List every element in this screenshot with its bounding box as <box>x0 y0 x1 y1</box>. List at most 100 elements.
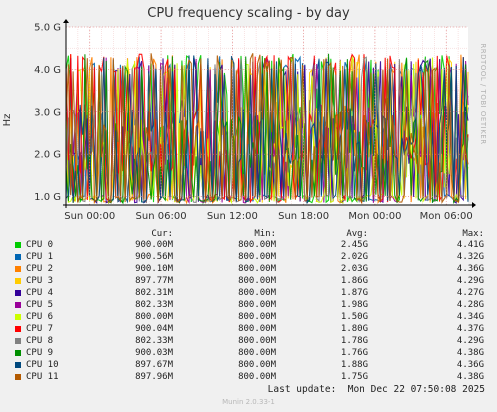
legend-swatch <box>15 254 21 260</box>
legend-max: 4.41G <box>456 240 484 250</box>
legend-avg: 1.98G <box>340 300 368 310</box>
legend-max: 4.37G <box>456 324 484 334</box>
y-tick-label: 3.0 G <box>34 107 61 118</box>
y-tick-label: 4.0 G <box>34 65 61 76</box>
legend-row-cpu-11: CPU 11 897.96M 800.00M 1.75G 4.38G <box>0 372 497 383</box>
legend-name: CPU 8 <box>26 336 54 346</box>
legend-min: 800.00M <box>238 300 276 310</box>
legend-header-cur: Cur: <box>151 229 173 239</box>
x-axis-arrow <box>472 202 476 208</box>
legend-min: 800.00M <box>238 252 276 262</box>
last-update: Last update: Mon Dec 22 07:50:08 2025 <box>267 384 485 395</box>
legend-row-cpu-8: CPU 8 802.33M 800.00M 1.78G 4.29G <box>0 336 497 347</box>
legend-swatch <box>15 338 21 344</box>
legend-max: 4.29G <box>456 336 484 346</box>
legend-cur: 897.67M <box>135 360 173 370</box>
legend-max: 4.32G <box>456 252 484 262</box>
legend-max: 4.27G <box>456 288 484 298</box>
legend-cur: 802.33M <box>135 336 173 346</box>
legend-row-cpu-4: CPU 4 802.31M 800.00M 1.87G 4.27G <box>0 288 497 299</box>
legend-avg: 1.78G <box>340 336 368 346</box>
legend-cur: 900.56M <box>135 252 173 262</box>
legend-min: 800.00M <box>238 264 276 274</box>
legend-name: CPU 4 <box>26 288 54 298</box>
y-tick-label: 5.0 G <box>34 23 61 34</box>
x-tick-label: Sun 00:00 <box>64 211 115 222</box>
legend-name: CPU 7 <box>26 324 54 334</box>
legend-swatch <box>15 302 21 308</box>
legend-row-cpu-3: CPU 3 897.77M 800.00M 1.86G 4.29G <box>0 276 497 287</box>
legend-row-cpu-9: CPU 9 900.03M 800.00M 1.76G 4.38G <box>0 348 497 359</box>
legend-header: Cur: Min: Avg: Max: <box>0 229 497 240</box>
legend-name: CPU 2 <box>26 264 54 274</box>
legend-max: 4.36G <box>456 264 484 274</box>
legend-min: 800.00M <box>238 348 276 358</box>
legend-max: 4.38G <box>456 372 484 382</box>
legend-max: 4.38G <box>456 348 484 358</box>
legend-row-cpu-2: CPU 2 900.10M 800.00M 2.03G 4.36G <box>0 264 497 275</box>
legend-swatch <box>15 374 21 380</box>
legend-max: 4.36G <box>456 360 484 370</box>
series-line-cpu-10 <box>65 55 469 205</box>
y-axis-arrow <box>63 19 69 23</box>
legend-avg: 1.75G <box>340 372 368 382</box>
legend-name: CPU 3 <box>26 276 54 286</box>
legend-cur: 900.10M <box>135 264 173 274</box>
legend-avg: 2.45G <box>340 240 368 250</box>
legend-min: 800.00M <box>238 276 276 286</box>
legend-swatch <box>15 350 21 356</box>
legend-row-cpu-7: CPU 7 900.04M 800.00M 1.80G 4.37G <box>0 324 497 335</box>
series-line-cpu-11 <box>65 53 469 205</box>
page-title: CPU frequency scaling - by day <box>147 6 350 21</box>
legend-avg: 1.88G <box>340 360 368 370</box>
legend-name: CPU 10 <box>26 360 59 370</box>
legend-swatch <box>15 278 21 284</box>
legend-min: 800.00M <box>238 312 276 322</box>
legend-cur: 802.33M <box>135 300 173 310</box>
legend-cur: 897.77M <box>135 276 173 286</box>
legend-header-max: Max: <box>462 229 484 239</box>
legend-name: CPU 0 <box>26 240 54 250</box>
legend-min: 800.00M <box>238 372 276 382</box>
x-tick-label: Mon 06:00 <box>420 211 473 222</box>
x-tick-label: Sun 06:00 <box>136 211 187 222</box>
legend-row-cpu-0: CPU 0 900.00M 800.00M 2.45G 4.41G <box>0 240 497 251</box>
legend-swatch <box>15 314 21 320</box>
legend-name: CPU 11 <box>26 372 59 382</box>
legend-cur: 900.04M <box>135 324 173 334</box>
legend-row-cpu-10: CPU 10 897.67M 800.00M 1.88G 4.36G <box>0 360 497 371</box>
y-tick-label: 1.0 G <box>34 192 61 203</box>
legend-swatch <box>15 326 21 332</box>
x-tick-label: Mon 00:00 <box>348 211 401 222</box>
munin-version: Munin 2.0.33-1 <box>222 398 275 406</box>
legend-header-avg: Avg: <box>346 229 368 239</box>
chart-area: 1.0 G 2.0 G 3.0 G 4.0 G 5.0 G Sun 00:00 Sun 06… <box>34 19 476 222</box>
x-tick-label: Sun 12:00 <box>207 211 258 222</box>
legend-swatch <box>15 362 21 368</box>
legend-header-min: Min: <box>254 229 276 239</box>
legend-avg: 1.50G <box>340 312 368 322</box>
legend-min: 800.00M <box>238 336 276 346</box>
legend-cur: 900.00M <box>135 240 173 250</box>
legend-row-cpu-5: CPU 5 802.33M 800.00M 1.98G 4.28G <box>0 300 497 311</box>
legend-cur: 800.00M <box>135 312 173 322</box>
legend-name: CPU 9 <box>26 348 54 358</box>
legend-row-cpu-6: CPU 6 800.00M 800.00M 1.50G 4.34G <box>0 312 497 323</box>
legend-avg: 1.76G <box>340 348 368 358</box>
legend-name: CPU 6 <box>26 312 54 322</box>
legend-cur: 802.31M <box>135 288 173 298</box>
legend-swatch <box>15 266 21 272</box>
legend-min: 800.00M <box>238 288 276 298</box>
legend-max: 4.28G <box>456 300 484 310</box>
x-tick-label: Sun 18:00 <box>278 211 329 222</box>
legend-name: CPU 5 <box>26 300 54 310</box>
legend-min: 800.00M <box>238 324 276 334</box>
legend-min: 800.00M <box>238 240 276 250</box>
legend-swatch <box>15 242 21 248</box>
legend-swatch <box>15 290 21 296</box>
legend-max: 4.29G <box>456 276 484 286</box>
legend-row-cpu-1: CPU 1 900.56M 800.00M 2.02G 4.32G <box>0 252 497 263</box>
legend-max: 4.34G <box>456 312 484 322</box>
legend-avg: 1.86G <box>340 276 368 286</box>
